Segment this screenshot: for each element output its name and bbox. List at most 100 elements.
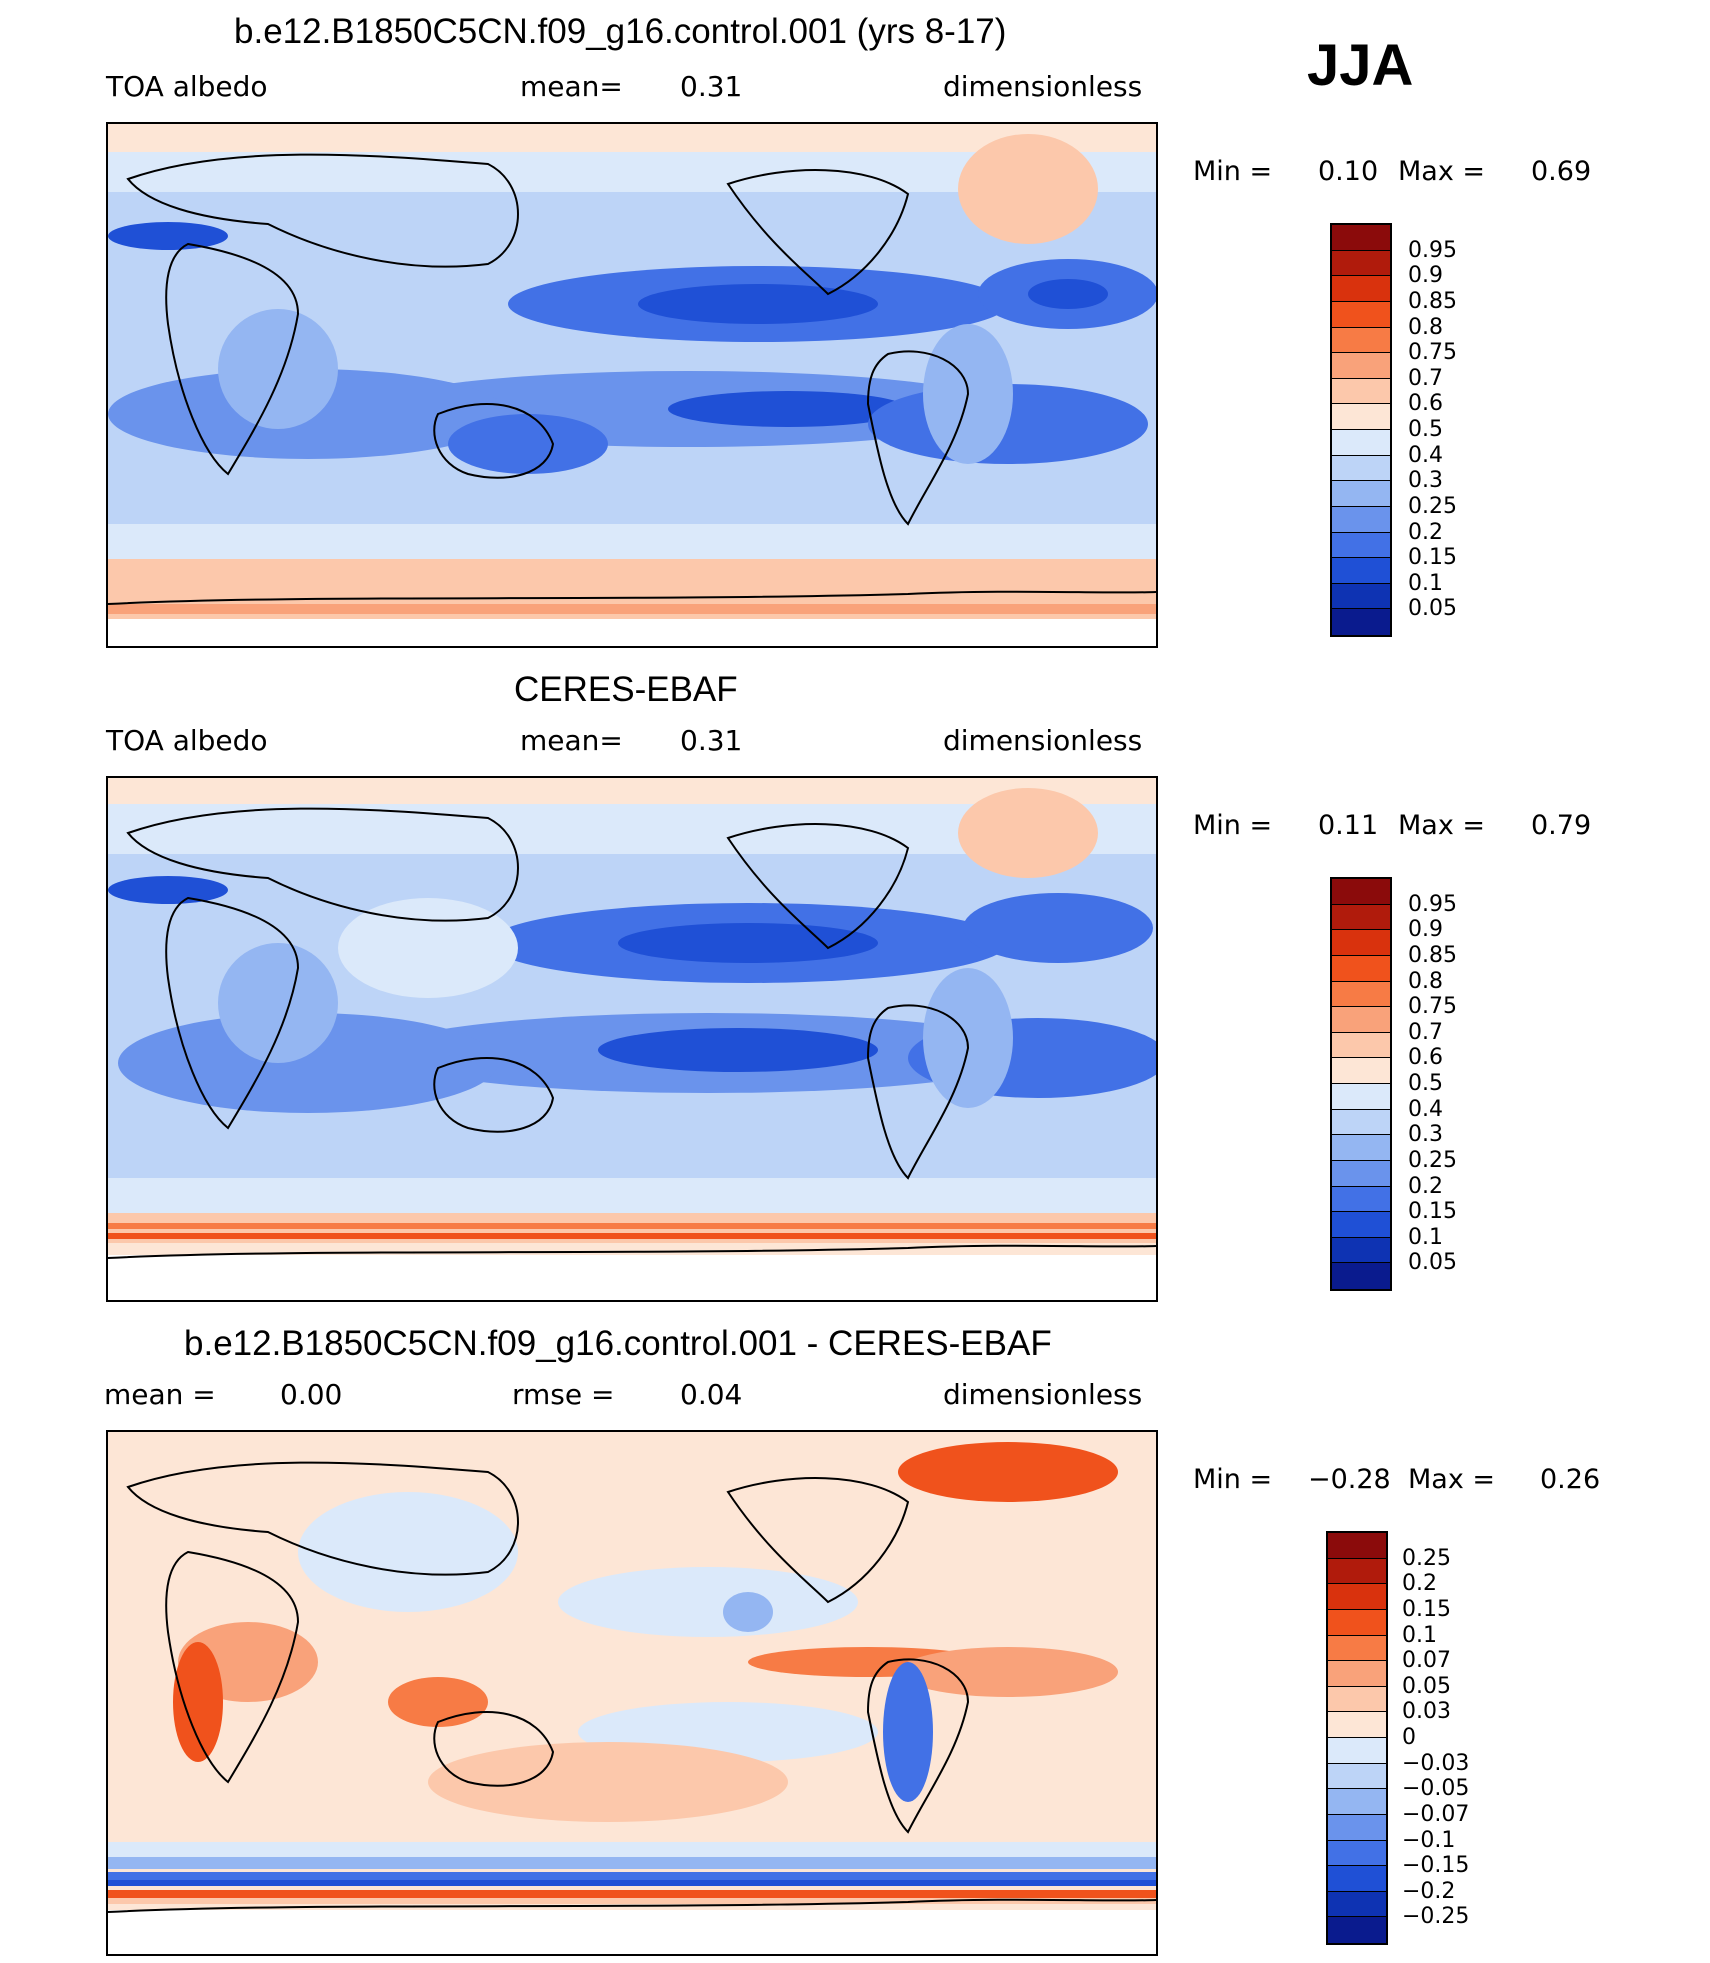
panel2-max-value: 0.79 [1531,810,1592,841]
colorbar-swatch [1328,1712,1386,1738]
colorbar-tick-label: 0.05 [1402,1673,1451,1699]
colorbar-tick-label: −0.05 [1402,1776,1470,1802]
colorbar-tick-label: 0 [1402,1725,1416,1750]
colorbar-swatch [1328,1917,1386,1943]
panel2-field [108,778,1156,1300]
colorbar-swatch [1332,327,1390,354]
panel1-colorbar [1330,223,1392,637]
colorbar-swatch [1328,1814,1386,1841]
colorbar-tick-label: 0.75 [1408,994,1457,1020]
colorbar-swatch [1332,404,1390,430]
colorbar-swatch [1332,981,1390,1008]
colorbar-tick-label: 0.7 [1408,365,1443,391]
colorbar-tick-label: 0.2 [1408,1173,1443,1199]
panel2-units: dimensionless [943,724,1143,757]
panel1-title: b.e12.B1850C5CN.f09_g16.control.001 (yrs… [234,12,1007,51]
colorbar-tick-label: −0.25 [1402,1904,1470,1930]
panel2-title: CERES-EBAF [514,670,738,709]
colorbar-swatch [1332,276,1390,302]
colorbar-tick-label: 0.8 [1408,968,1443,994]
colorbar-swatch [1328,1609,1386,1636]
panel2-map [106,776,1158,1302]
panel1-mean-value: 0.31 [680,70,743,103]
panel2-variable: TOA albedo [106,724,268,757]
panel2-colorbar [1330,877,1392,1291]
panel3-min-value: −0.28 [1308,1464,1391,1495]
panel3-field [108,1432,1156,1954]
season-label: JJA [1307,33,1414,98]
colorbar-tick-label: 0.15 [1402,1596,1451,1622]
colorbar-tick-label: 0.85 [1408,288,1457,314]
colorbar-swatch [1332,532,1390,559]
colorbar-tick-label: 0.2 [1408,519,1443,545]
colorbar-swatch [1328,1891,1386,1918]
colorbar-swatch [1332,481,1390,507]
colorbar-swatch [1328,1584,1386,1610]
colorbar-swatch [1332,1135,1390,1161]
colorbar-swatch [1332,225,1390,251]
panel3-map [106,1430,1158,1956]
panel2-mean-value: 0.31 [680,724,743,757]
panel3-max-label: Max = [1408,1464,1496,1495]
panel3-mean-value: 0.00 [280,1378,343,1411]
colorbar-swatch [1332,301,1390,328]
colorbar-swatch [1328,1558,1386,1585]
colorbar-swatch [1332,904,1390,931]
colorbar-tick-label: −0.03 [1402,1750,1470,1776]
colorbar-swatch [1332,1186,1390,1213]
panel3-units: dimensionless [943,1378,1143,1411]
colorbar-swatch [1332,1007,1390,1033]
colorbar-tick-label: 0.05 [1408,1250,1457,1276]
colorbar-tick-label: 0.4 [1408,1096,1443,1122]
colorbar-swatch [1332,879,1390,905]
colorbar-swatch [1332,558,1390,584]
colorbar-tick-label: 0.75 [1408,340,1457,366]
colorbar-tick-label: 0.07 [1402,1648,1451,1674]
colorbar-swatch [1332,378,1390,405]
colorbar-swatch [1332,506,1390,533]
colorbar-tick-label: −0.07 [1402,1801,1470,1827]
colorbar-swatch [1332,430,1390,456]
colorbar-tick-label: 0.25 [1408,493,1457,519]
colorbar-tick-label: 0.5 [1408,1071,1443,1096]
colorbar-tick-label: 0.1 [1402,1622,1437,1648]
colorbar-swatch [1332,1032,1390,1059]
colorbar-tick-label: 0.85 [1408,942,1457,968]
colorbar-swatch [1328,1738,1386,1764]
colorbar-swatch [1328,1866,1386,1892]
colorbar-tick-label: 0.1 [1408,570,1443,596]
colorbar-tick-label: 0.5 [1408,417,1443,442]
panel2-max-label: Max = [1398,810,1486,841]
colorbar-tick-label: −0.15 [1402,1853,1470,1879]
colorbar-swatch [1332,455,1390,482]
colorbar-tick-label: 0.95 [1408,237,1457,263]
colorbar-swatch [1332,1084,1390,1110]
colorbar-tick-label: 0.8 [1408,314,1443,340]
colorbar-tick-label: 0.25 [1408,1147,1457,1173]
colorbar-tick-label: 0.15 [1408,1199,1457,1225]
colorbar-swatch [1328,1686,1386,1713]
panel1-variable: TOA albedo [106,70,268,103]
panel3-colorbar [1326,1531,1388,1945]
colorbar-tick-label: 0.3 [1408,468,1443,494]
panel1-mean-label: mean= [520,70,623,103]
colorbar-tick-label: 0.1 [1408,1224,1443,1250]
colorbar-swatch [1332,1263,1390,1289]
colorbar-swatch [1328,1635,1386,1662]
colorbar-swatch [1332,1212,1390,1238]
colorbar-swatch [1328,1763,1386,1790]
colorbar-tick-label: 0.9 [1408,917,1443,943]
panel3-mean-label: mean = [104,1378,216,1411]
colorbar-tick-label: 0.95 [1408,891,1457,917]
panel1-max-label: Max = [1398,156,1486,187]
colorbar-tick-label: 0.6 [1408,1045,1443,1071]
panel2-mean-label: mean= [520,724,623,757]
colorbar-swatch [1332,1160,1390,1187]
colorbar-tick-label: 0.7 [1408,1019,1443,1045]
panel1-units: dimensionless [943,70,1143,103]
colorbar-tick-label: 0.15 [1408,545,1457,571]
panel2-min-value: 0.11 [1318,810,1379,841]
colorbar-swatch [1332,1058,1390,1084]
colorbar-tick-label: −0.1 [1402,1827,1456,1853]
panel3-title: b.e12.B1850C5CN.f09_g16.control.001 - CE… [184,1324,1052,1363]
